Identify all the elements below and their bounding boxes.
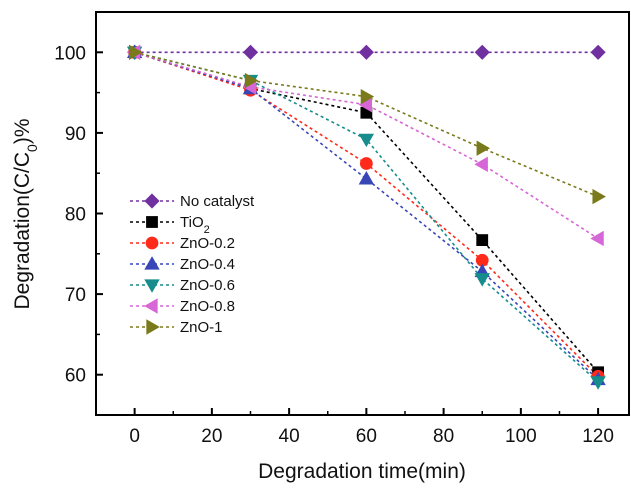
legend-marker bbox=[146, 319, 160, 335]
legend-marker bbox=[145, 236, 159, 250]
data-point-triangle-right bbox=[592, 188, 606, 205]
legend-label-text: ZnO-0.6 bbox=[180, 277, 235, 294]
y-tick-label: 60 bbox=[65, 366, 86, 387]
x-tick-label: 120 bbox=[582, 426, 614, 447]
data-point-square bbox=[476, 234, 489, 246]
legend-label: ZnO-0.2 bbox=[180, 235, 235, 252]
data-point-diamond bbox=[590, 44, 606, 60]
y-tick-label: 80 bbox=[65, 205, 86, 226]
series-line-triangle-left bbox=[134, 51, 599, 240]
x-tick-label: 100 bbox=[505, 426, 537, 447]
legend-label: ZnO-1 bbox=[180, 319, 223, 336]
data-point-triangle-up bbox=[358, 171, 375, 185]
data-point-triangle-down bbox=[474, 273, 490, 287]
data-point-diamond bbox=[242, 44, 259, 60]
y-axis-title-subscript: 0 bbox=[24, 144, 40, 152]
y-tick-label: 90 bbox=[65, 124, 86, 145]
legend-marker bbox=[146, 216, 158, 228]
legend-label: TiO2 bbox=[180, 214, 210, 236]
data-point-triangle-down bbox=[590, 376, 606, 390]
x-tick-label: 40 bbox=[279, 426, 300, 447]
x-tick-label: 60 bbox=[356, 426, 377, 447]
legend-label-text: TiO bbox=[180, 214, 204, 231]
x-axis-title: Degradation time(min) bbox=[258, 460, 466, 483]
data-point-triangle-down bbox=[358, 133, 375, 148]
x-axis-ticks: 0 20 40 60 80 100 120 bbox=[95, 408, 614, 447]
data-point-diamond bbox=[474, 44, 490, 60]
series-markers bbox=[126, 44, 606, 390]
x-tick-label: 0 bbox=[129, 426, 140, 447]
data-point-triangle-right bbox=[476, 140, 491, 156]
legend-marker bbox=[144, 256, 160, 270]
data-point-triangle-right bbox=[128, 44, 143, 60]
legend-label-text: ZnO-0.8 bbox=[180, 298, 235, 315]
data-point-diamond bbox=[358, 44, 374, 60]
data-point-triangle-left bbox=[474, 156, 488, 173]
legend-label: No catalyst bbox=[180, 193, 255, 210]
x-tick-label: 80 bbox=[433, 426, 454, 447]
legend-label-text: ZnO-1 bbox=[180, 319, 223, 336]
y-axis-title-prefix: Degradation(C/C bbox=[11, 152, 34, 310]
legend-label-text: No catalyst bbox=[180, 193, 255, 210]
y-axis-title: Degradation(C/C0)% bbox=[11, 118, 40, 309]
data-point-circle bbox=[359, 157, 373, 170]
legend-label-text: ZnO-0.4 bbox=[180, 256, 235, 273]
legend-label-subscript: 2 bbox=[204, 224, 210, 236]
data-point-triangle-right bbox=[244, 72, 259, 89]
legend-label-text: ZnO-0.2 bbox=[180, 235, 235, 252]
y-tick-label: 70 bbox=[65, 285, 86, 306]
series-line-triangle-up bbox=[134, 51, 599, 381]
legend-label: ZnO-0.6 bbox=[180, 277, 235, 294]
legend-label: ZnO-0.4 bbox=[180, 256, 235, 273]
legend-marker bbox=[144, 279, 160, 293]
y-axis-ticks: 60 70 80 90 100 bbox=[54, 11, 103, 416]
legend-marker bbox=[144, 298, 158, 314]
legend-marker bbox=[144, 193, 160, 209]
legend-label: ZnO-0.8 bbox=[180, 298, 235, 315]
data-point-triangle-left bbox=[590, 230, 604, 247]
y-axis-title-suffix: )% bbox=[11, 118, 34, 144]
plot-frame bbox=[95, 11, 630, 416]
data-point-triangle-right bbox=[360, 88, 375, 105]
y-tick-label: 100 bbox=[54, 43, 86, 64]
x-tick-label: 20 bbox=[201, 426, 222, 447]
